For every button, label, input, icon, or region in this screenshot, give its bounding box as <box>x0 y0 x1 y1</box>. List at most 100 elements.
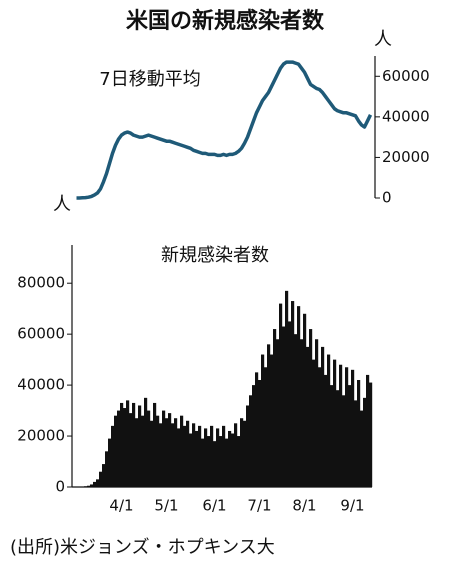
bar <box>183 425 187 487</box>
bar <box>132 402 136 487</box>
bar <box>99 471 103 487</box>
bar <box>126 400 130 487</box>
line <box>76 60 373 200</box>
bar <box>210 425 214 487</box>
bar <box>273 329 277 487</box>
bar <box>189 433 193 487</box>
x-tick-label: 8/1 <box>292 497 316 515</box>
bar <box>105 451 109 487</box>
bar <box>216 428 220 487</box>
bar <box>87 485 91 487</box>
bar <box>276 339 280 487</box>
bar <box>171 423 175 487</box>
bar <box>237 436 241 487</box>
bar <box>339 364 343 487</box>
x-tick-label: 5/1 <box>154 497 178 515</box>
bar <box>150 420 154 487</box>
bar <box>159 423 163 487</box>
bar <box>291 301 295 487</box>
bar <box>111 425 115 487</box>
bar <box>345 367 349 487</box>
source: (出所)米ジョンズ・ホプキンス大 <box>10 537 275 558</box>
bar <box>195 430 199 487</box>
bar <box>363 397 367 487</box>
y-tick-label: 60000 <box>382 67 430 85</box>
bar <box>249 395 253 487</box>
bar <box>180 415 184 487</box>
bar <box>225 438 229 487</box>
bar <box>312 359 316 487</box>
bar <box>318 367 322 487</box>
bar <box>153 402 157 487</box>
x-tick-label: 4/1 <box>109 497 133 515</box>
x-tick-label: 6/1 <box>202 497 226 515</box>
bar <box>174 418 178 487</box>
bar <box>108 438 112 487</box>
bar <box>138 405 142 487</box>
page-title: 米国の新規感染者数 <box>126 8 325 34</box>
bar <box>357 380 361 487</box>
bar <box>255 372 259 487</box>
y-tick-label: 40000 <box>17 376 65 394</box>
bar <box>258 380 262 487</box>
bar <box>297 306 301 487</box>
bar <box>246 405 250 487</box>
y-tick-label: 80000 <box>17 274 65 292</box>
bar <box>120 402 124 487</box>
bar <box>90 484 94 487</box>
y-tick-label: 60000 <box>17 325 65 343</box>
bar <box>123 408 127 487</box>
y-tick-label: 0 <box>382 189 392 207</box>
bar <box>240 418 244 487</box>
bar <box>129 413 133 487</box>
bar <box>228 430 232 487</box>
bar <box>93 481 97 487</box>
bar <box>168 413 172 487</box>
bar <box>369 382 373 487</box>
bar <box>96 479 100 487</box>
bar <box>315 339 319 487</box>
bar <box>366 374 370 487</box>
bar <box>267 344 271 487</box>
bar <box>186 420 190 487</box>
y-unit: 人 <box>374 29 392 50</box>
bar <box>348 385 352 487</box>
bar <box>300 339 304 487</box>
bar <box>231 433 235 487</box>
bar <box>222 425 226 487</box>
y-unit: 人 <box>53 194 71 215</box>
bar <box>294 334 298 487</box>
bar <box>282 326 286 487</box>
bar <box>192 423 196 487</box>
bar <box>309 329 313 487</box>
x-tick-label: 9/1 <box>340 497 364 515</box>
bar <box>84 486 88 487</box>
y-tick-label: 0 <box>55 478 65 496</box>
bar <box>177 428 181 487</box>
bar <box>327 354 331 487</box>
y-tick-label: 20000 <box>382 148 430 166</box>
bar <box>261 354 265 487</box>
bar <box>234 423 238 487</box>
bar <box>213 441 217 487</box>
bar <box>264 367 268 487</box>
chart-subtitle: 7日移動平均 <box>99 69 200 90</box>
bar <box>162 410 166 487</box>
bar <box>201 438 205 487</box>
bar <box>117 410 121 487</box>
bar <box>342 395 346 487</box>
bar <box>102 464 106 487</box>
bar <box>219 436 223 487</box>
bar <box>324 374 328 487</box>
bar <box>360 410 364 487</box>
bar <box>279 303 283 487</box>
y-tick-label: 20000 <box>17 427 65 445</box>
bar <box>147 410 151 487</box>
bar <box>198 425 202 487</box>
chart-subtitle: 新規感染者数 <box>161 245 269 266</box>
x-tick-label: 7/1 <box>247 497 271 515</box>
bar <box>252 385 256 487</box>
bar <box>243 420 247 487</box>
bar <box>270 354 274 487</box>
